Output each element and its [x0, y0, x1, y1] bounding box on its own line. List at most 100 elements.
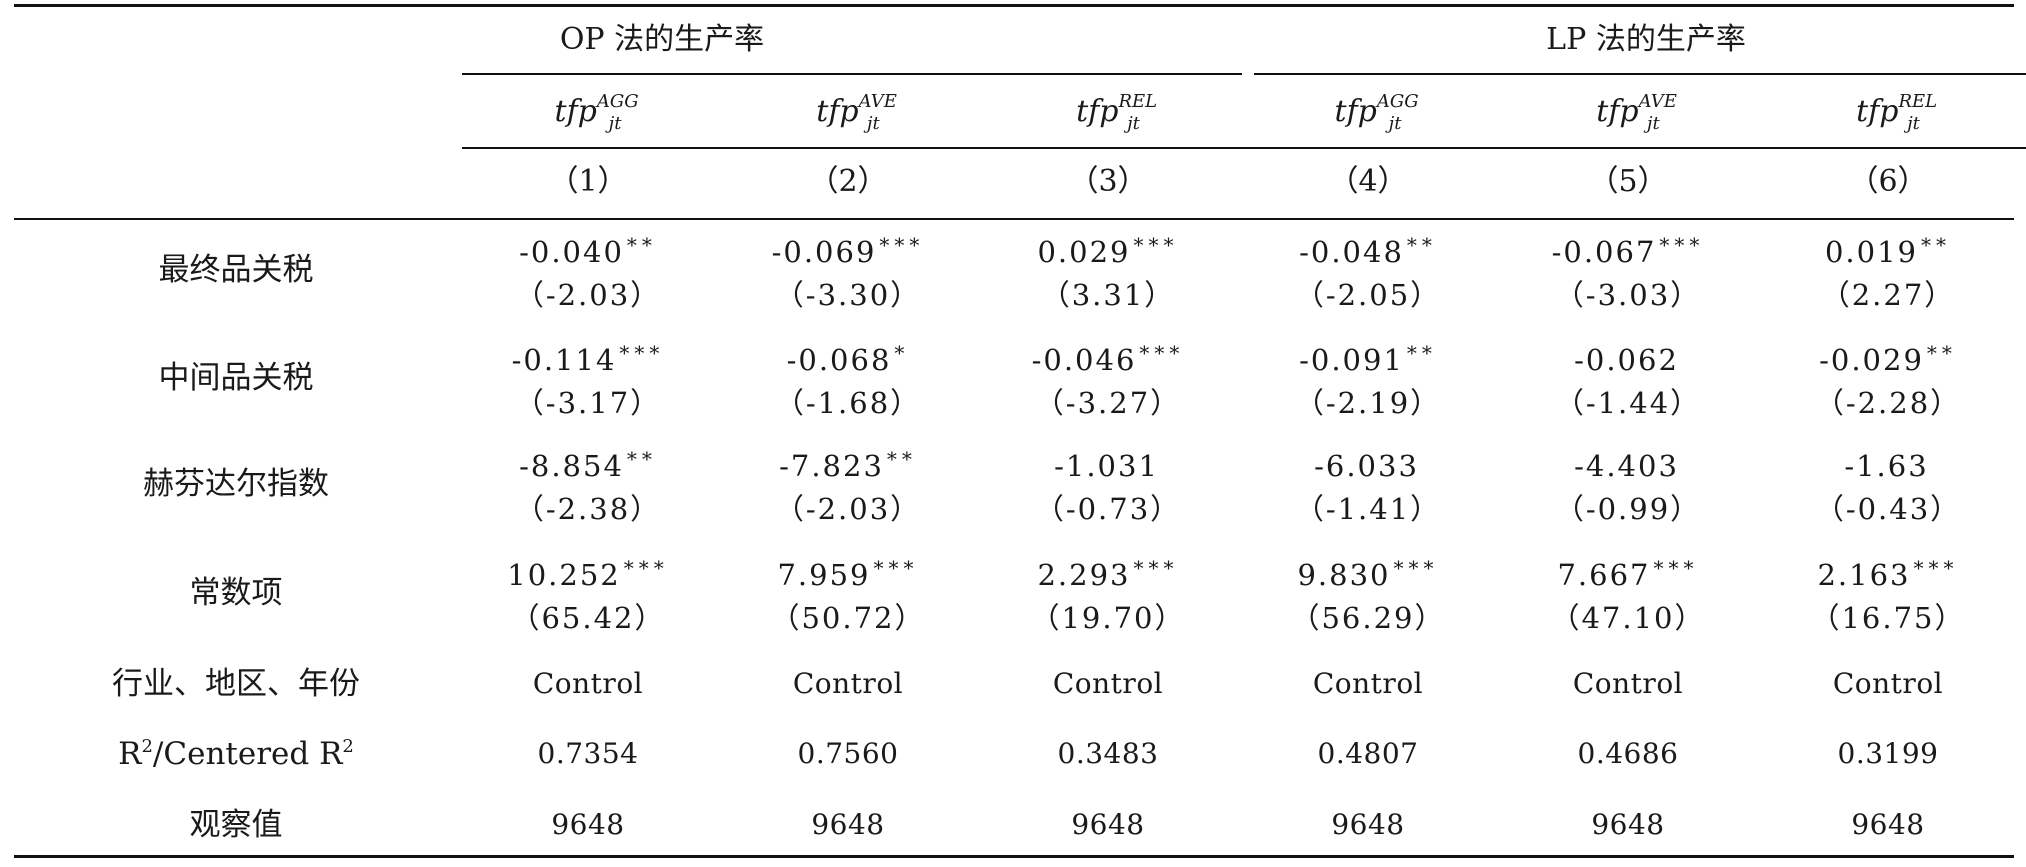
coefficient-cell: -7.823 ** （-2.03） — [775, 446, 921, 529]
row-label: 常数项 — [189, 575, 283, 611]
column-number: （3） — [1068, 164, 1148, 199]
observations-cell: 9648 — [1591, 808, 1665, 841]
significance-stars: *** — [1393, 556, 1439, 580]
coefficient-cell: -0.029 ** （-2.28） — [1815, 340, 1961, 423]
row-label: 行业、地区、年份 — [112, 666, 360, 702]
regression-table: OP 法的生产率 LP 法的生产率 tfpAGGjt tfpAVEjt tfpREL… — [14, 0, 2026, 867]
coefficient-value: 2.293 — [1037, 558, 1131, 592]
coefficient-line: -0.068 * — [786, 341, 910, 377]
coefficient-value: -0.069 — [771, 235, 877, 269]
coefficient-line: -0.040 ** — [519, 233, 657, 269]
coefficient-value: 0.029 — [1037, 235, 1131, 269]
coefficient-cell: 7.667 *** （47.10） — [1550, 555, 1705, 638]
variable-subscript: jt — [1646, 113, 1660, 134]
significance-stars: ** — [886, 447, 917, 471]
significance-stars: ** — [1406, 341, 1437, 365]
coefficient-cell: -0.114 *** （-3.17） — [512, 340, 665, 423]
significance-stars: *** — [1139, 341, 1185, 365]
coefficient-cell: -0.068 * （-1.68） — [775, 340, 921, 423]
variable-base: tfp — [816, 94, 859, 129]
significance-stars: * — [894, 341, 910, 365]
coefficient-line: -0.062 — [1574, 343, 1682, 377]
group-rule-op — [462, 73, 1242, 75]
r2-label-part: /Centered R — [152, 736, 343, 772]
observations-cell: 9648 — [551, 808, 625, 841]
t-statistic: （-2.38） — [514, 492, 662, 526]
significance-stars: *** — [1653, 556, 1699, 580]
t-statistic: （-0.43） — [1814, 492, 1962, 526]
variable-header: tfpAGGjt — [554, 90, 639, 138]
significance-stars: ** — [1921, 233, 1952, 257]
coefficient-line: -1.031 — [1054, 449, 1162, 483]
coefficient-value: -0.062 — [1574, 343, 1679, 377]
row-label-r2: R2/Centered R2 — [118, 734, 354, 779]
significance-stars: *** — [1659, 233, 1705, 257]
variable-base: tfp — [554, 94, 597, 129]
t-statistic: （-3.27） — [1034, 386, 1182, 420]
t-statistic: （-2.03） — [514, 278, 662, 312]
t-statistic: （3.31） — [1040, 278, 1176, 312]
t-statistic: （-1.44） — [1554, 386, 1702, 420]
observations-cell: 9648 — [1071, 808, 1145, 841]
column-number: （4） — [1328, 164, 1408, 199]
coefficient-value: -0.046 — [1031, 343, 1137, 377]
coefficient-value: -6.033 — [1314, 449, 1419, 483]
t-statistic: （-1.68） — [774, 386, 922, 420]
variable-superscript: REL — [1898, 91, 1938, 112]
significance-stars: *** — [623, 556, 669, 580]
r2-cell: 0.7560 — [797, 737, 899, 770]
t-statistic: （-0.73） — [1034, 492, 1182, 526]
t-statistic: （-0.99） — [1554, 492, 1702, 526]
variable-base: tfp — [1334, 94, 1377, 129]
significance-stars: *** — [873, 556, 919, 580]
group-header-lp: LP 法的生产率 — [1546, 22, 1746, 57]
coefficient-cell: -0.069 *** （-3.30） — [772, 232, 925, 315]
coefficient-line: 0.029 *** — [1037, 233, 1178, 269]
coefficient-cell: -8.854 ** （-2.38） — [515, 446, 661, 529]
r2-cell: 0.3483 — [1057, 737, 1159, 770]
coefficient-cell: -0.067 *** （-3.03） — [1552, 232, 1705, 315]
coefficient-value: 9.830 — [1297, 558, 1391, 592]
coefficient-line: -0.067 *** — [1552, 233, 1705, 269]
coefficient-line: 0.019 ** — [1825, 233, 1952, 269]
r2-superscript: 2 — [141, 736, 153, 757]
group-rule-lp — [1254, 73, 2026, 75]
coefficient-value: -0.048 — [1299, 235, 1404, 269]
significance-stars: ** — [626, 447, 657, 471]
coefficient-line: -0.029 ** — [1819, 341, 1957, 377]
t-statistic: （-1.41） — [1294, 492, 1442, 526]
coefficient-value: -0.029 — [1819, 343, 1924, 377]
variable-base: tfp — [1856, 94, 1899, 129]
observations-cell: 9648 — [811, 808, 885, 841]
coefficient-value: -0.091 — [1299, 343, 1404, 377]
control-cell: Control — [792, 667, 904, 700]
control-cell: Control — [1572, 667, 1684, 700]
coefficient-cell: -0.046 *** （-3.27） — [1032, 340, 1185, 423]
t-statistic: （19.70） — [1030, 601, 1186, 635]
variable-subscript: jt — [866, 113, 880, 134]
coefficient-line: -6.033 — [1314, 449, 1422, 483]
t-statistic: （47.10） — [1550, 601, 1706, 635]
variable-header: tfpAVEjt — [816, 90, 897, 138]
coefficient-value: -0.068 — [786, 343, 892, 377]
coefficient-cell: -0.091 ** （-2.19） — [1295, 340, 1441, 423]
variable-subscript: jt — [1127, 113, 1140, 134]
control-cell: Control — [1052, 667, 1164, 700]
coefficient-line: 7.959 *** — [777, 556, 919, 592]
coefficient-line: -0.046 *** — [1031, 341, 1185, 377]
variable-subscript: jt — [1388, 113, 1402, 134]
t-statistic: （2.27） — [1820, 278, 1956, 312]
significance-stars: *** — [879, 233, 925, 257]
t-statistic: （-3.30） — [774, 278, 922, 312]
coefficient-line: -0.048 ** — [1299, 233, 1437, 269]
significance-stars: ** — [626, 233, 657, 257]
coefficient-line: -0.091 ** — [1299, 341, 1437, 377]
r2-superscript: 2 — [342, 736, 354, 757]
variable-header: tfpRELjt — [1856, 90, 1937, 138]
coefficient-line: 10.252 *** — [507, 556, 669, 592]
t-statistic: （-2.19） — [1294, 386, 1442, 420]
coefficient-line: -1.63 — [1844, 449, 1931, 483]
coefficient-cell: 0.029 *** （3.31） — [1037, 232, 1178, 315]
coefficient-value: -1.031 — [1054, 449, 1159, 483]
top-rule — [14, 4, 2014, 7]
